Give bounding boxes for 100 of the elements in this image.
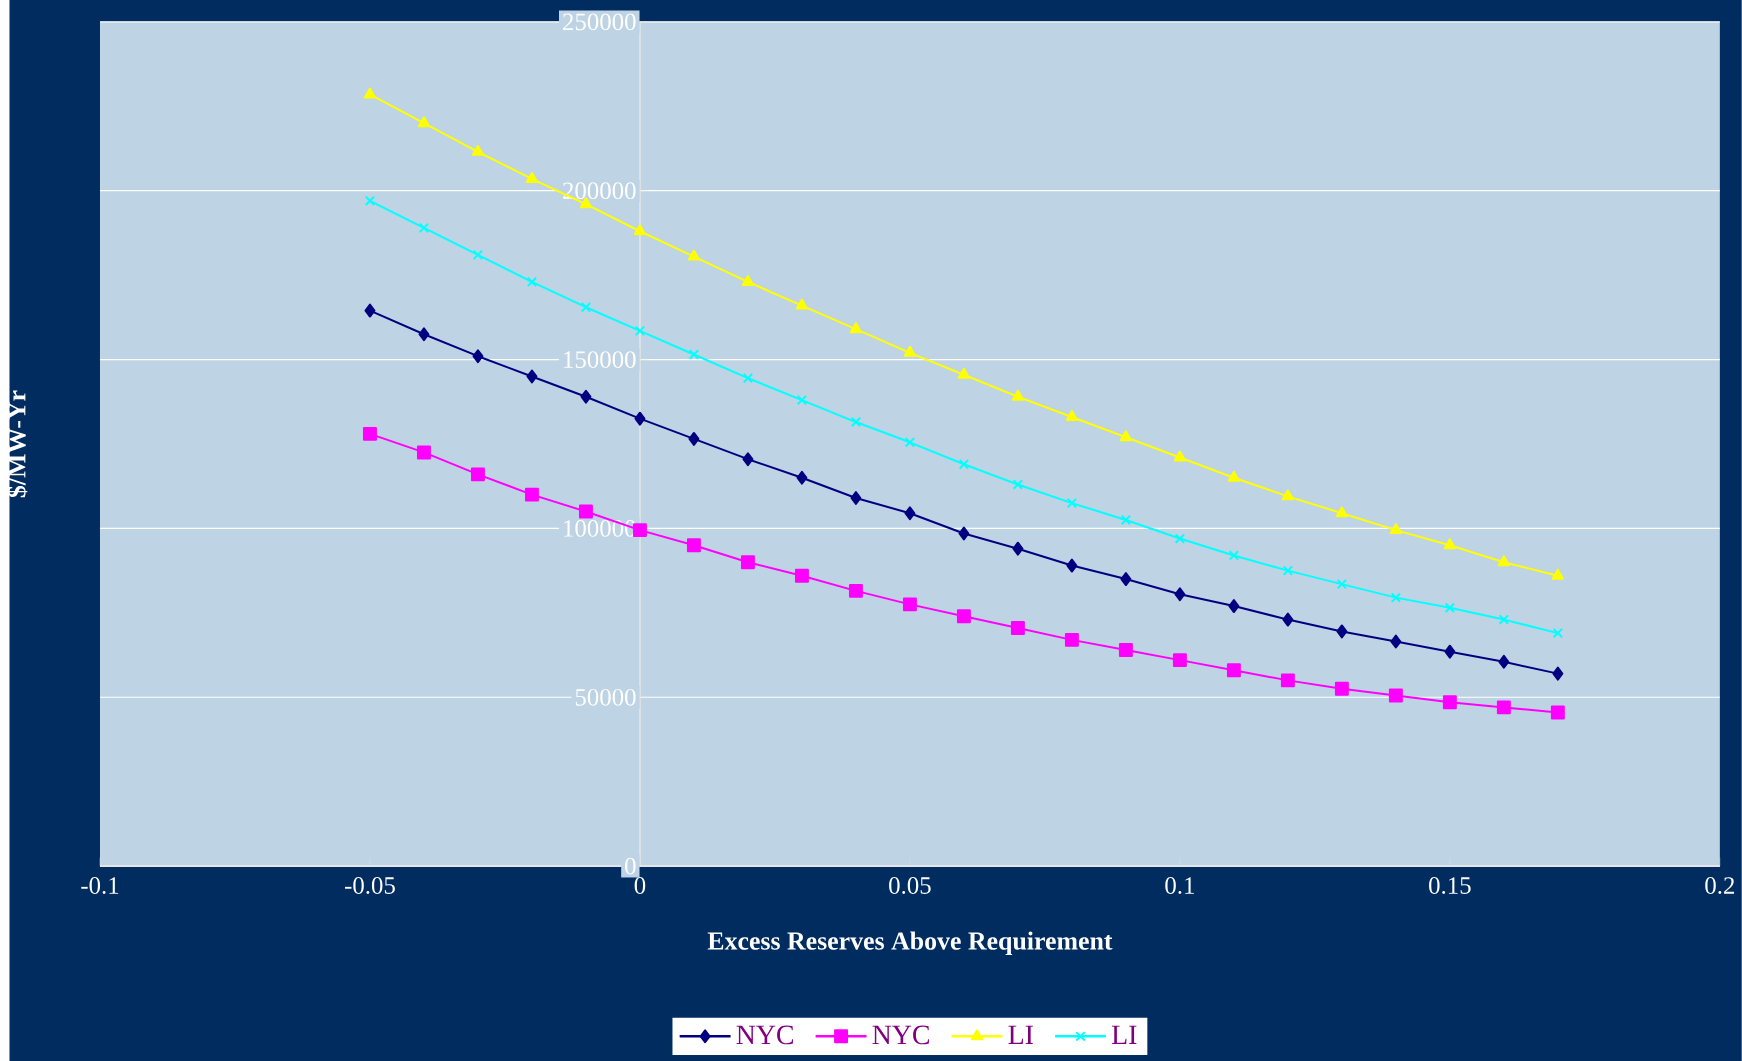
- point: [1497, 555, 1511, 567]
- point: [958, 459, 970, 470]
- x-tick-label: 0.05: [889, 877, 931, 894]
- point: [418, 327, 430, 342]
- point: [957, 367, 971, 379]
- legend-label: LI: [1111, 1025, 1137, 1044]
- legend-label: LI: [1008, 1025, 1033, 1044]
- y-tick-label: 200000: [563, 182, 636, 200]
- point: [795, 298, 809, 310]
- point: [850, 491, 862, 505]
- point: [1119, 430, 1133, 442]
- point: [1010, 621, 1025, 636]
- legend-label: NYC: [736, 1025, 793, 1045]
- point: [902, 597, 917, 612]
- y-tick-label: 150000: [564, 351, 636, 368]
- point: [1335, 506, 1349, 518]
- point: [1226, 663, 1241, 678]
- point: [1282, 612, 1294, 627]
- point: [1173, 450, 1187, 462]
- point: [362, 426, 377, 441]
- point: [526, 369, 538, 384]
- point: [1390, 634, 1402, 649]
- point: [1390, 592, 1402, 603]
- point: [956, 609, 971, 624]
- point: [741, 274, 755, 286]
- legend-label: NYC: [872, 1025, 929, 1045]
- point: [1012, 479, 1024, 490]
- point: [688, 349, 700, 360]
- point: [686, 538, 701, 553]
- point: [1552, 627, 1564, 639]
- point: [526, 276, 538, 288]
- point: [1120, 514, 1132, 526]
- point: [742, 372, 754, 384]
- x-axis-title: Excess Reserves Above Requirement: [707, 931, 1113, 955]
- point: [742, 452, 754, 467]
- x-tick-label: -0.05: [345, 877, 395, 894]
- point: [1498, 614, 1510, 625]
- point: [904, 506, 916, 521]
- point: [470, 467, 485, 482]
- x-tick-label: 0.1: [1165, 877, 1194, 894]
- point: [1172, 653, 1187, 668]
- point: [578, 504, 593, 519]
- point: [363, 87, 377, 99]
- point: [1280, 673, 1295, 688]
- point: [1174, 533, 1186, 544]
- y-tick-label: 250000: [563, 13, 636, 31]
- point: [1065, 410, 1079, 421]
- point: [1444, 602, 1456, 613]
- x-tick-label: 0.15: [1429, 877, 1471, 894]
- point: [471, 144, 485, 156]
- point: [1336, 624, 1348, 639]
- point: [1064, 632, 1079, 647]
- point: [525, 171, 539, 183]
- point: [794, 568, 809, 583]
- point: [1498, 654, 1510, 669]
- point: [1282, 565, 1294, 576]
- point: [1228, 599, 1240, 614]
- point: [633, 224, 647, 236]
- point: [417, 116, 431, 128]
- point: [1228, 550, 1240, 561]
- point: [1174, 587, 1186, 602]
- x-tick-label: -0.1: [81, 877, 119, 894]
- point: [1389, 523, 1403, 535]
- point: [472, 249, 484, 261]
- point: [1336, 578, 1348, 590]
- point: [1551, 568, 1565, 580]
- point: [688, 431, 700, 446]
- point: [849, 322, 863, 334]
- point: [1066, 497, 1078, 509]
- y-tick-label: 50000: [575, 688, 636, 706]
- point: [1444, 644, 1456, 659]
- point: [580, 389, 592, 404]
- point: [364, 195, 376, 207]
- point: [418, 222, 430, 234]
- point: [1496, 700, 1511, 715]
- point: [850, 416, 862, 428]
- point: [848, 583, 863, 598]
- point: [1388, 688, 1403, 703]
- point: [1011, 389, 1025, 401]
- point: [903, 345, 917, 357]
- x-tick-label: 0.2: [1705, 877, 1735, 894]
- point: [1442, 695, 1457, 710]
- point: [634, 325, 646, 337]
- point: [580, 302, 592, 313]
- y-tick-label: 0: [625, 857, 636, 875]
- point: [1443, 538, 1457, 550]
- point: [687, 249, 701, 261]
- point: [1281, 489, 1295, 501]
- point: [364, 303, 376, 318]
- point: [1012, 541, 1024, 556]
- point: [796, 470, 808, 485]
- point: [796, 394, 808, 406]
- point: [1118, 643, 1133, 657]
- point: [904, 437, 916, 448]
- point: [1552, 666, 1564, 681]
- point: [1120, 572, 1132, 587]
- point: [524, 487, 539, 502]
- point: [1227, 470, 1241, 482]
- point: [1550, 705, 1565, 720]
- point: [472, 349, 484, 364]
